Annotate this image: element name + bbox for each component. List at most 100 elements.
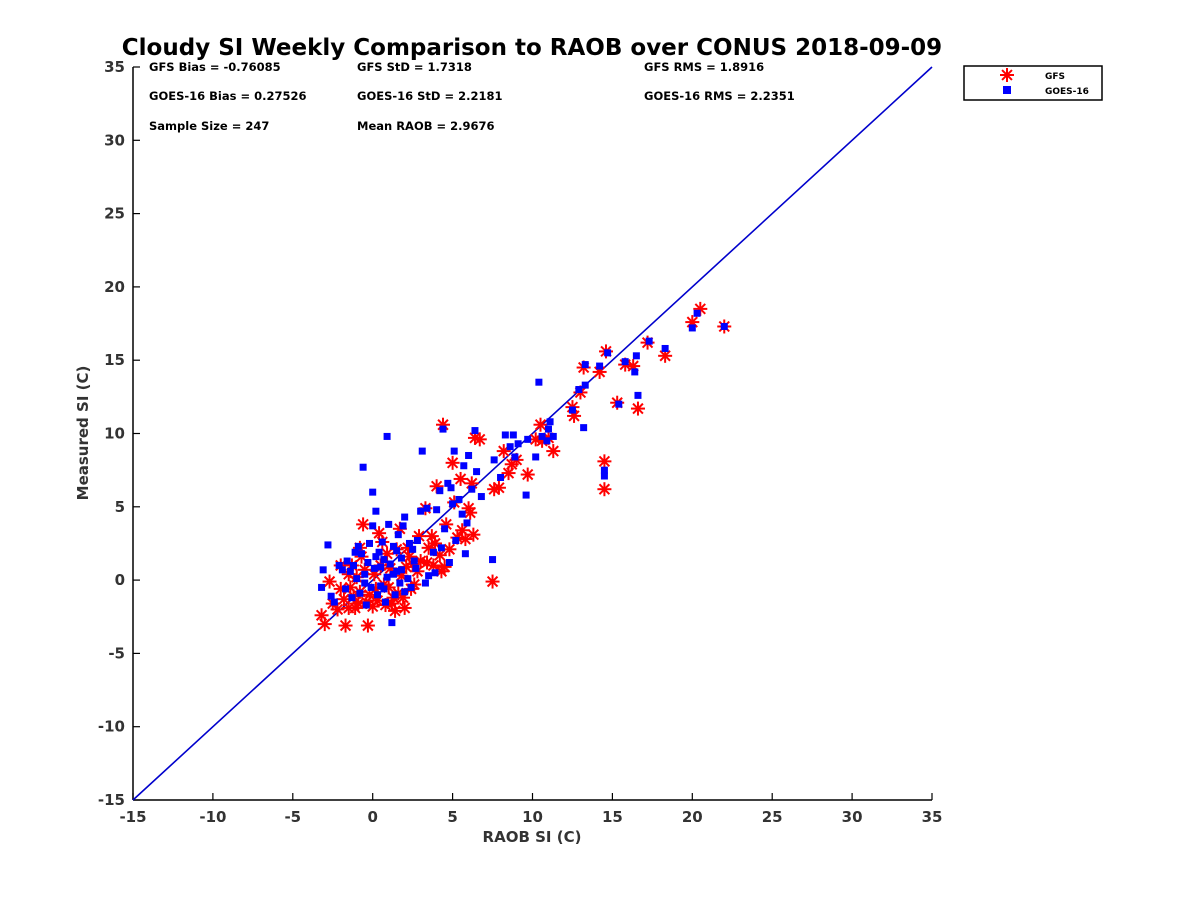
y-tick-label: 35	[104, 58, 125, 76]
goes16-point	[581, 361, 589, 369]
goes16-point	[388, 619, 396, 627]
goes16-point	[575, 386, 583, 394]
goes16-point	[358, 550, 366, 558]
goes16-point	[389, 570, 397, 578]
x-tick-label: -15	[119, 808, 146, 826]
goes16-point	[490, 456, 498, 464]
goes16-point	[327, 592, 335, 600]
goes16-point	[369, 522, 377, 530]
goes16-point	[596, 362, 604, 370]
goes16-point	[393, 547, 401, 555]
goes16-point	[380, 556, 388, 564]
goes16-point	[645, 337, 653, 345]
goes16-point	[319, 566, 327, 574]
gfs-points	[314, 301, 732, 633]
goes16-point	[473, 468, 481, 476]
gfs-point	[453, 471, 468, 486]
gfs-point	[429, 479, 444, 494]
gfs-point	[455, 523, 470, 538]
goes16-point	[436, 487, 444, 495]
y-tick-label: 5	[115, 498, 125, 516]
goes16-point	[532, 453, 540, 461]
goes16-point	[342, 585, 350, 593]
gfs-point	[630, 401, 645, 416]
goes16-point	[409, 545, 417, 553]
goes16-point	[631, 368, 639, 376]
goes16-point	[380, 585, 388, 593]
goes16-point	[361, 579, 369, 587]
goes16-point	[444, 479, 452, 487]
goes16-point	[449, 500, 457, 508]
goes16-point	[351, 548, 359, 556]
goes16-bias-text: GOES-16 Bias = 0.27526	[149, 89, 306, 103]
x-tick-label: -10	[199, 808, 226, 826]
gfs-point	[546, 444, 561, 459]
goes16-point	[463, 519, 471, 527]
x-tick-label: 25	[762, 808, 783, 826]
goes16-point	[535, 378, 543, 386]
y-tick-label: 0	[115, 571, 125, 589]
y-tick-label: -15	[98, 791, 125, 809]
gfs-point	[360, 618, 375, 633]
goes16-point	[318, 583, 326, 591]
y-ticks: -15 -10 -5 0 5 10 15 20 25 30 35	[98, 58, 140, 809]
x-tick-label: -5	[284, 808, 301, 826]
goes16-point	[366, 539, 374, 547]
mean-raob-text: Mean RAOB = 2.9676	[357, 119, 495, 133]
goes16-point	[688, 324, 696, 332]
goes16-point	[544, 425, 552, 433]
gfs-point	[485, 574, 500, 589]
goes16-point	[461, 550, 469, 558]
goes16-point	[501, 431, 509, 439]
goes16-point	[568, 406, 576, 414]
gfs-point	[397, 600, 412, 615]
goes16-point	[431, 569, 439, 577]
y-tick-label: -5	[108, 644, 125, 662]
goes16-point	[399, 522, 407, 530]
x-tick-label: 0	[367, 808, 377, 826]
goes16-point	[386, 560, 394, 568]
goes16-point	[404, 575, 412, 583]
goes16-points	[318, 309, 728, 627]
goes16-point	[362, 601, 370, 609]
goes16-point	[445, 559, 453, 567]
y-tick-label: 30	[104, 131, 125, 149]
goes16-point	[509, 431, 517, 439]
gfs-point	[597, 482, 612, 497]
goes16-point	[383, 432, 391, 440]
goes16-rms-text: GOES-16 RMS = 2.2351	[644, 89, 795, 103]
goes16-point	[372, 553, 380, 561]
goes16-point	[661, 344, 669, 352]
goes16-point	[396, 579, 404, 587]
goes16-point	[353, 575, 361, 583]
gfs-point	[372, 526, 387, 541]
y-tick-label: 10	[104, 425, 125, 443]
x-tick-label: 35	[922, 808, 943, 826]
goes16-point	[364, 559, 372, 567]
goes16-point	[413, 537, 421, 545]
gfs-point	[314, 608, 329, 623]
goes16-point	[720, 322, 728, 330]
legend: GFS GOES-16	[963, 65, 1103, 101]
goes16-point	[421, 579, 429, 587]
goes16-point	[373, 591, 381, 599]
goes16-point	[407, 583, 415, 591]
goes16-point	[397, 566, 405, 574]
goes16-point	[447, 484, 455, 492]
goes16-point	[489, 556, 497, 564]
goes16-point	[437, 544, 445, 552]
goes16-point	[401, 513, 409, 521]
goes16-point	[580, 424, 588, 432]
gfs-point	[597, 454, 612, 469]
goes16-point	[524, 435, 532, 443]
goes16-point	[439, 425, 447, 433]
gfs-point	[338, 618, 353, 633]
goes16-point	[375, 548, 383, 556]
goes16-point	[356, 589, 364, 597]
goes16-point	[465, 451, 473, 459]
x-tick-label: 20	[682, 808, 703, 826]
goes16-point	[389, 542, 397, 550]
goes16-point	[543, 437, 551, 445]
goes16-point	[600, 472, 608, 480]
